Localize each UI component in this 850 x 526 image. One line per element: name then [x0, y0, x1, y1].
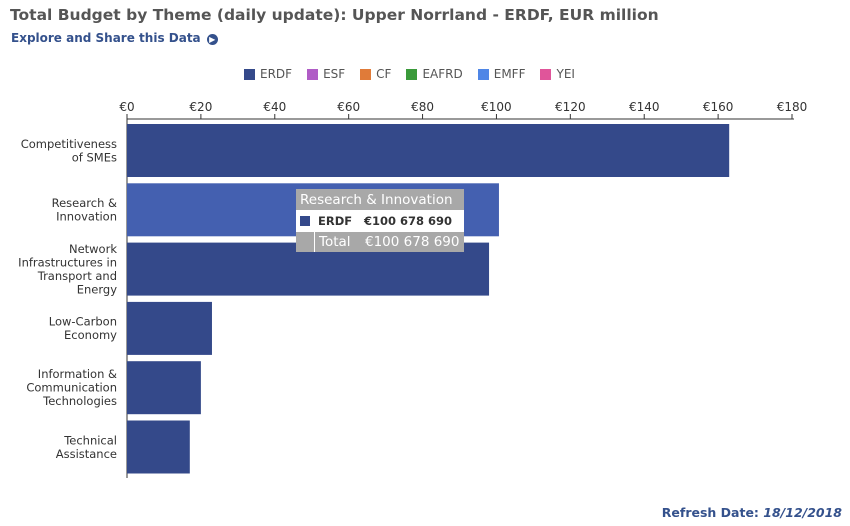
bar-5[interactable] — [127, 420, 190, 474]
chevron-right-circle-icon: ▶ — [206, 34, 218, 45]
legend-item-eafrd[interactable]: EAFRD — [406, 67, 463, 81]
bar-3[interactable] — [127, 301, 212, 355]
legend-item-emff[interactable]: EMFF — [477, 67, 526, 81]
category-label: Competitiveness — [21, 137, 117, 151]
explore-link-label: Explore and Share this Data — [11, 31, 201, 45]
legend-item-cf[interactable]: CF — [360, 67, 391, 81]
legend-label: ERDF — [260, 67, 293, 81]
legend-swatch — [360, 68, 372, 80]
tooltip-total-label: Total — [319, 234, 351, 250]
category-label: Energy — [77, 282, 117, 296]
x-tick-label: €160 — [703, 100, 734, 114]
chart-title: Total Budget by Theme (daily update): Up… — [10, 6, 659, 24]
x-tick-label: €0 — [119, 100, 134, 114]
legend-swatch — [307, 68, 319, 80]
tooltip: Research & Innovation ERDF €100 678 690 … — [296, 189, 464, 252]
tooltip-title: Research & Innovation — [300, 192, 453, 208]
x-tick-label: €180 — [777, 100, 808, 114]
x-tick-label: €20 — [189, 100, 212, 114]
legend-label: EAFRD — [422, 67, 463, 81]
category-label: Technical — [63, 433, 117, 447]
x-tick-label: €140 — [629, 100, 660, 114]
legend-label: ESF — [323, 67, 346, 81]
x-tick-label: €60 — [337, 100, 360, 114]
category-label: Low-Carbon — [49, 315, 117, 329]
legend-swatch — [406, 68, 418, 80]
x-tick-label: €120 — [555, 100, 586, 114]
legend-swatch — [540, 68, 552, 80]
category-label: Information & — [38, 367, 117, 381]
category-label: of SMEs — [72, 150, 117, 164]
category-label: Assistance — [56, 447, 117, 461]
legend-item-yei[interactable]: YEI — [540, 67, 575, 81]
tooltip-swatch — [300, 216, 310, 226]
tooltip-row-value: €100 678 690 — [364, 214, 453, 228]
category-label: Economy — [64, 328, 117, 342]
category-label: Infrastructures in — [18, 255, 117, 269]
category-label: Communication — [26, 381, 117, 395]
category-label: Research & — [52, 196, 117, 210]
tooltip-total-value: €100 678 690 — [365, 234, 460, 250]
explore-share-link[interactable]: Explore and Share this Data ▶ — [11, 31, 218, 45]
legend-swatch — [244, 68, 255, 80]
tooltip-row-erdf: ERDF €100 678 690 — [296, 210, 464, 231]
bar-4[interactable] — [127, 361, 201, 415]
category-label: Transport and — [37, 269, 117, 283]
legend: ERDF ESF CF EAFRD EMFF YEI — [244, 67, 590, 81]
category-label: Innovation — [56, 210, 117, 224]
refresh-date-value: 18/12/2018 — [763, 505, 842, 520]
x-tick-label: €80 — [411, 100, 434, 114]
x-tick-label: €40 — [263, 100, 286, 114]
legend-item-erdf[interactable]: ERDF — [244, 67, 292, 81]
legend-label: EMFF — [493, 67, 526, 81]
x-tick-label: €100 — [481, 100, 512, 114]
category-label: Network — [69, 242, 117, 256]
tooltip-row-total: Total €100 678 690 — [296, 231, 464, 252]
tooltip-row-label: ERDF — [318, 214, 353, 228]
category-label: Technologies — [42, 394, 117, 408]
bar-0[interactable] — [127, 124, 730, 177]
legend-item-esf[interactable]: ESF — [307, 67, 345, 81]
legend-label: YEI — [556, 67, 575, 81]
refresh-label: Refresh Date: — [661, 505, 759, 520]
legend-label: CF — [376, 67, 392, 81]
legend-swatch — [477, 68, 489, 80]
refresh-date: Refresh Date: 18/12/2018 — [662, 505, 842, 520]
